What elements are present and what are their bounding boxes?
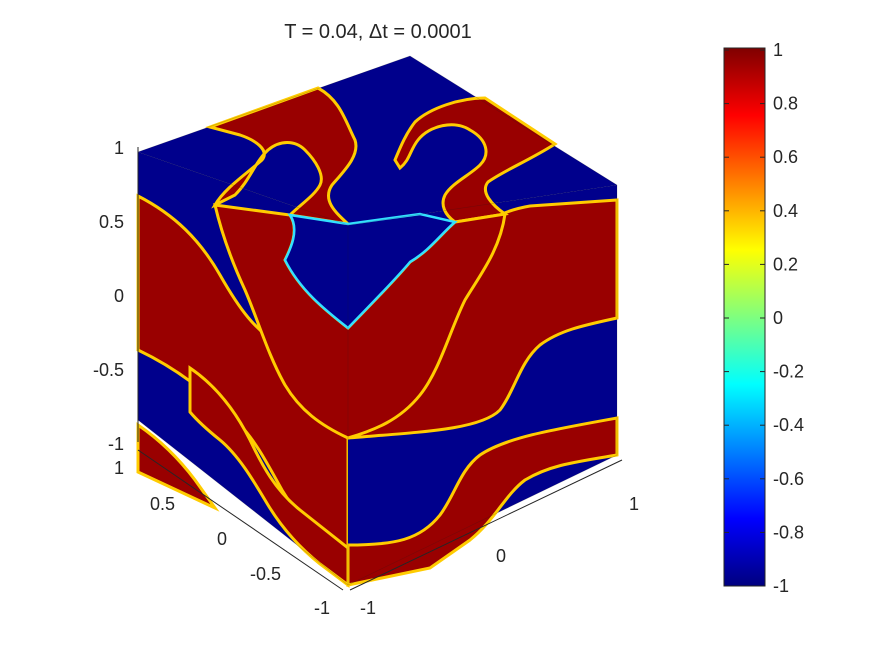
colorbar-tick-label: -0.6 <box>773 469 804 489</box>
y-tick-label: 0.5 <box>150 494 175 514</box>
colorbar-ticks: 1 0.8 0.6 0.4 0.2 0 -0.2 -0.4 -0.6 -0.8 -1 <box>724 40 804 596</box>
interior-blue-core <box>283 212 458 330</box>
left-face-red-corner <box>136 422 220 512</box>
colorbar-tick-label: -0.4 <box>773 415 804 435</box>
colorbar-tick-label: 1 <box>773 40 783 60</box>
z-tick-label: 1 <box>114 138 124 158</box>
top-face-red-region-right <box>393 96 558 224</box>
cube-top-face <box>138 56 617 227</box>
y-tick-label: -1 <box>314 598 330 618</box>
z-tick-label: -1 <box>108 434 124 454</box>
z-tick-label: 0 <box>114 286 124 306</box>
colorbar-tick-label: 0.4 <box>773 201 798 221</box>
x-tick-label: -1 <box>360 598 376 618</box>
top-face-red-region-left <box>204 86 358 227</box>
colorbar-tick-label: -0.8 <box>773 522 804 542</box>
z-tick-label: 0.5 <box>99 212 124 232</box>
cube-top-edge-left <box>137 151 349 226</box>
y-tick-label: 0 <box>217 529 227 549</box>
colorbar: 1 0.8 0.6 0.4 0.2 0 -0.2 -0.4 -0.6 -0.8 -1 <box>723 40 804 596</box>
x-tick-label: 0 <box>496 546 506 566</box>
colorbar-tick-label: 0.8 <box>773 94 798 114</box>
cube-interior <box>213 203 507 440</box>
x-axis-line <box>349 459 623 591</box>
top-face-base <box>138 56 617 225</box>
y-axis: 1 0.5 0 -0.5 -1 <box>114 449 344 618</box>
z-axis: 1 0.5 0 -0.5 -1 <box>93 138 139 454</box>
colorbar-tick-label: -0.2 <box>773 362 804 382</box>
cube-edges <box>137 55 618 586</box>
chart-title: T = 0.04, Δt = 0.0001 <box>284 21 472 43</box>
colorbar-tick-label: -1 <box>773 576 789 596</box>
cube-top-edge-right <box>347 184 618 226</box>
x-tick-label: 1 <box>629 494 639 514</box>
colorbar-tick-label: 0.2 <box>773 254 798 274</box>
y-tick-label: -0.5 <box>250 564 281 584</box>
y-tick-label: 1 <box>114 458 124 478</box>
colorbar-gradient <box>723 47 766 587</box>
colorbar-tick-label: 0 <box>773 308 783 328</box>
y-axis-line <box>137 449 344 591</box>
right-face-red-band-lower <box>346 416 619 587</box>
left-face-red-strip-2 <box>188 365 350 588</box>
x-axis: -1 0 1 <box>349 459 639 618</box>
colorbar-tick-label: 0.6 <box>773 147 798 167</box>
z-tick-label: -0.5 <box>93 360 124 380</box>
